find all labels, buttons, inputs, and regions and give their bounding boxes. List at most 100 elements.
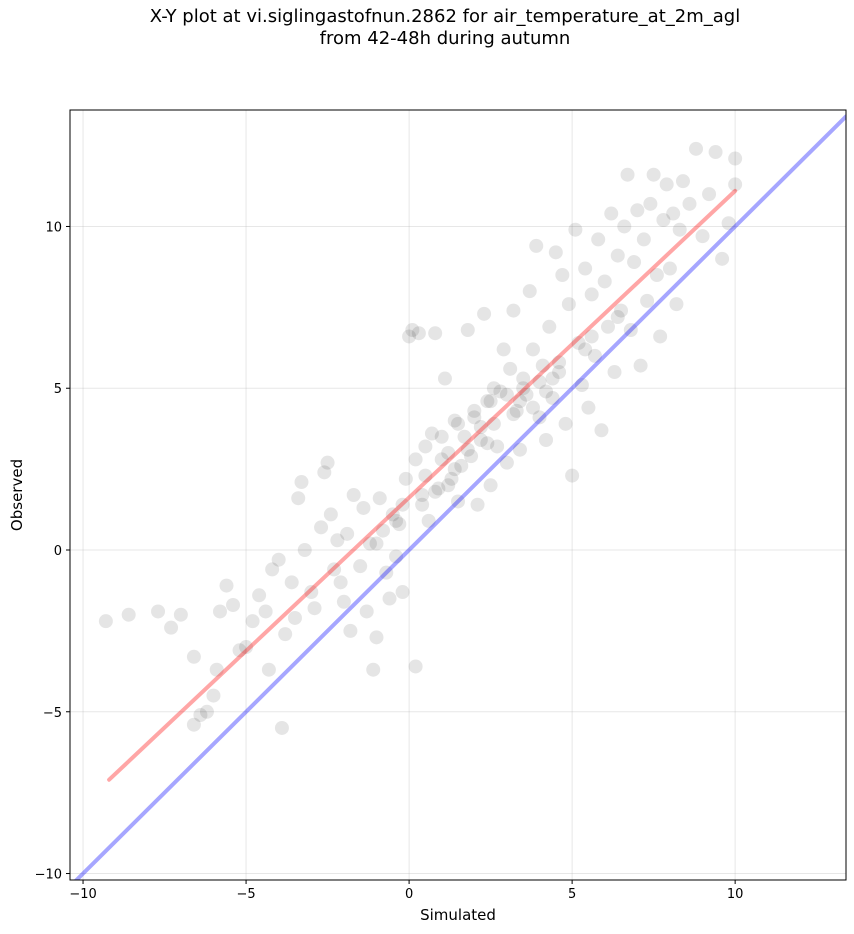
data-point xyxy=(454,458,469,473)
data-point xyxy=(408,659,423,674)
x-tick-label: 5 xyxy=(568,887,576,902)
x-tick-label: −10 xyxy=(69,887,96,902)
data-point xyxy=(451,416,465,431)
data-point xyxy=(473,433,488,447)
data-point xyxy=(640,293,655,308)
data-point xyxy=(539,433,554,447)
data-point xyxy=(516,381,531,396)
data-point xyxy=(525,342,540,357)
chart-title: X-Y plot at vi.siglingastofnun.2862 for … xyxy=(0,6,854,50)
data-point xyxy=(535,358,550,373)
data-point xyxy=(548,245,563,260)
data-point xyxy=(424,426,439,441)
data-point xyxy=(434,429,449,444)
data-point xyxy=(662,261,677,276)
data-point xyxy=(284,575,299,590)
data-point xyxy=(702,187,717,202)
data-point xyxy=(362,536,377,551)
data-point xyxy=(617,219,632,234)
data-point xyxy=(441,445,456,460)
y-tick-label: 5 xyxy=(54,382,62,397)
data-point xyxy=(271,552,286,567)
x-tick-label: 0 xyxy=(405,887,413,902)
data-point xyxy=(411,326,426,341)
y-tick-label: 0 xyxy=(54,544,62,559)
data-point xyxy=(715,251,730,266)
data-point xyxy=(389,549,404,564)
data-point xyxy=(574,378,589,392)
data-point xyxy=(620,167,635,182)
data-point xyxy=(728,177,743,192)
data-point xyxy=(258,604,273,619)
data-point xyxy=(206,688,221,703)
data-point xyxy=(581,400,596,415)
data-point xyxy=(317,465,332,480)
data-point xyxy=(682,196,697,211)
data-point xyxy=(265,562,280,577)
fit-line xyxy=(107,188,738,782)
data-point xyxy=(669,297,684,312)
data-point xyxy=(633,358,648,373)
x-tick-label: 10 xyxy=(727,887,744,902)
data-point xyxy=(591,232,606,247)
data-point xyxy=(304,585,319,600)
data-point xyxy=(151,604,166,619)
data-point xyxy=(369,536,384,551)
data-point xyxy=(173,607,188,622)
data-point xyxy=(418,468,433,483)
data-point xyxy=(486,381,501,396)
data-point xyxy=(519,387,534,402)
data-point xyxy=(568,222,583,237)
data-point xyxy=(623,323,638,337)
grid-lines xyxy=(70,110,846,880)
data-point xyxy=(571,335,586,350)
data-point xyxy=(584,287,599,302)
data-point xyxy=(607,365,622,380)
data-point xyxy=(555,268,570,282)
data-point xyxy=(464,449,479,464)
data-point xyxy=(186,649,201,664)
data-point xyxy=(529,238,544,253)
data-point xyxy=(330,533,345,548)
data-point xyxy=(532,410,547,425)
data-point xyxy=(336,594,351,609)
data-point xyxy=(428,484,443,499)
plot-frame xyxy=(69,109,847,881)
data-point xyxy=(539,384,554,399)
data-point xyxy=(441,478,456,493)
data-point xyxy=(323,507,338,522)
data-point xyxy=(480,394,495,409)
data-point xyxy=(320,455,335,470)
data-point xyxy=(353,559,368,574)
data-point xyxy=(369,630,384,645)
data-point xyxy=(356,500,371,515)
data-point xyxy=(728,151,743,166)
data-point xyxy=(512,394,527,409)
data-point xyxy=(506,303,521,318)
data-point xyxy=(584,329,599,344)
data-point xyxy=(614,303,629,318)
data-point xyxy=(490,439,505,454)
chart-title-line-2: from 42-48h during autumn xyxy=(319,28,571,49)
y-tick-label: −10 xyxy=(35,868,62,883)
data-point xyxy=(477,306,492,321)
data-point xyxy=(480,436,495,451)
data-point xyxy=(395,585,410,600)
data-point xyxy=(232,643,247,658)
data-point xyxy=(408,452,423,467)
data-point xyxy=(516,371,531,386)
data-point xyxy=(552,355,567,370)
data-point xyxy=(278,627,293,642)
data-point xyxy=(402,329,417,344)
data-point xyxy=(405,323,420,337)
data-point xyxy=(708,145,723,160)
data-point xyxy=(467,410,482,425)
data-point xyxy=(493,384,508,399)
y-axis-label: Observed xyxy=(8,459,26,531)
data-point xyxy=(473,420,488,435)
data-point xyxy=(509,403,524,418)
data-point xyxy=(672,222,687,237)
data-point xyxy=(98,614,113,629)
data-point xyxy=(121,607,136,622)
y-tick-label: −5 xyxy=(43,706,62,721)
